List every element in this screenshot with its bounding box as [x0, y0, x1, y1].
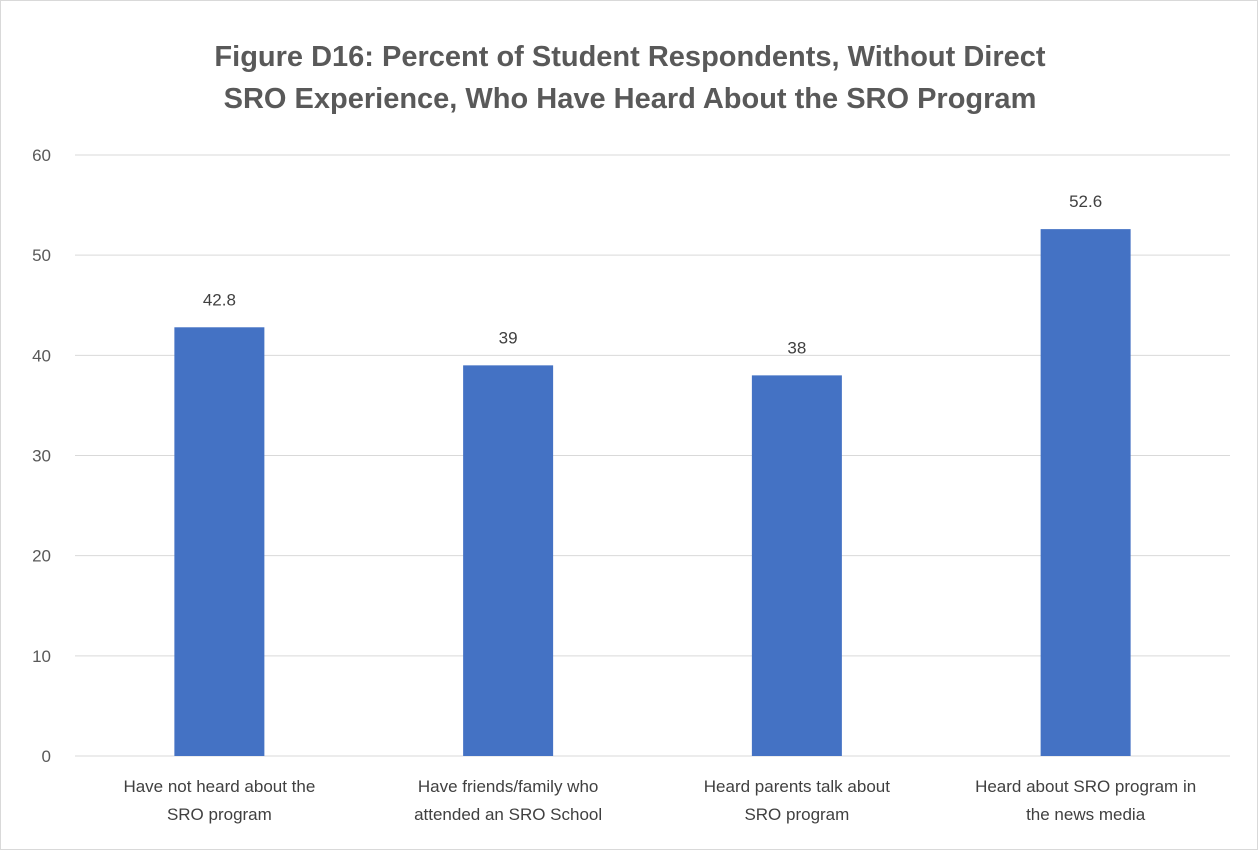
y-tick-label: 40 [32, 346, 51, 365]
data-label: 52.6 [1069, 192, 1102, 211]
bar [174, 327, 265, 756]
gridlines [75, 154, 1230, 757]
x-category-label: attended an SRO School [414, 805, 602, 824]
bar [751, 375, 842, 756]
bar [463, 365, 554, 756]
data-label: 39 [499, 328, 518, 347]
x-category-label: Have friends/family who [418, 777, 598, 796]
y-tick-label: 60 [32, 146, 51, 165]
bars [174, 229, 1131, 756]
x-category-label: Have not heard about the [123, 777, 315, 796]
x-category-label: Heard about SRO program in [975, 777, 1196, 796]
y-tick-label: 0 [42, 747, 51, 766]
data-labels: 42.8 39 38 52.6 [203, 192, 1102, 357]
data-label: 42.8 [203, 290, 236, 309]
x-category-label: SRO program [744, 805, 849, 824]
chart-title: Figure D16: Percent of Student Responden… [0, 36, 1260, 120]
x-category-label: Heard parents talk about [704, 777, 890, 796]
y-tick-label: 50 [32, 246, 51, 265]
data-label: 38 [787, 338, 806, 357]
y-tick-label: 30 [32, 447, 51, 466]
x-category-label: the news media [1026, 805, 1146, 824]
y-tick-label: 10 [32, 647, 51, 666]
bar [1040, 229, 1131, 756]
chart-title-line-2: SRO Experience, Who Have Heard About the… [223, 83, 1037, 115]
x-category-label: SRO program [167, 805, 272, 824]
x-axis-categories: Have not heard about the SRO program Have … [123, 777, 1196, 824]
y-tick-label: 20 [32, 547, 51, 566]
y-axis-ticks: 0 10 20 30 40 50 60 [32, 146, 51, 766]
chart-title-line-1: Figure D16: Percent of Student Responden… [214, 41, 1046, 73]
